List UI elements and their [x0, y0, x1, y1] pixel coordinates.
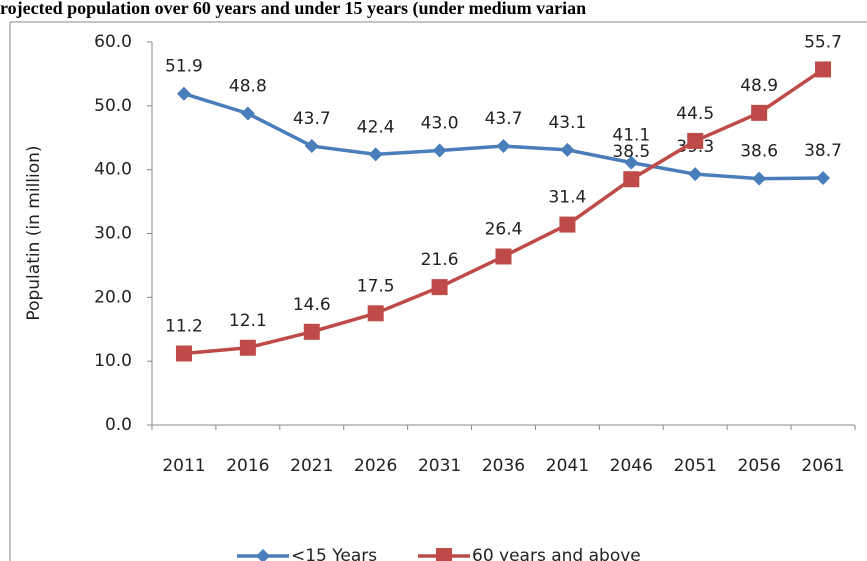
data-label: 38.5 — [612, 142, 650, 162]
chart-frame — [9, 21, 867, 561]
diamond-marker — [752, 171, 767, 186]
data-label: 43.7 — [485, 109, 523, 129]
data-label: 31.4 — [548, 188, 586, 208]
data-label: 12.1 — [229, 311, 267, 331]
x-tick-label: 2021 — [290, 456, 333, 476]
data-label: 55.7 — [804, 32, 842, 52]
data-label: 43.1 — [548, 113, 586, 133]
x-tick-label: 2026 — [354, 456, 397, 476]
y-axis-title: Populatin (in million) — [24, 145, 44, 320]
square-marker — [687, 132, 704, 149]
square-marker — [239, 339, 256, 356]
data-label: 17.5 — [357, 276, 395, 296]
x-tick-label: 2041 — [546, 456, 589, 476]
y-tick-label: 60.0 — [94, 32, 132, 52]
diamond-marker — [368, 147, 383, 162]
data-label: 11.2 — [165, 317, 203, 337]
diamond-marker — [624, 155, 639, 170]
legend-label: <15 Years — [291, 546, 377, 561]
square-marker — [751, 104, 768, 121]
x-tick-label: 2046 — [610, 456, 653, 476]
data-label: 41.1 — [612, 126, 650, 146]
diamond-marker — [816, 170, 831, 185]
data-label: 48.8 — [229, 76, 267, 96]
square-marker — [303, 323, 320, 340]
diamond-marker — [176, 86, 191, 101]
x-tick-label: 2011 — [162, 456, 205, 476]
y-tick-label: 30.0 — [94, 224, 132, 244]
y-tick-label: 20.0 — [94, 287, 132, 307]
diamond-marker — [560, 142, 575, 157]
y-tick-label: 10.0 — [94, 351, 132, 371]
series-line — [183, 92, 824, 181]
x-tick-label: 2056 — [738, 456, 781, 476]
data-label: 43.7 — [293, 109, 331, 129]
diamond-marker — [256, 549, 270, 561]
legend-label: 60 years and above — [472, 546, 641, 561]
data-label: 26.4 — [485, 219, 523, 239]
square-marker — [431, 279, 448, 296]
x-tick-label: 2051 — [674, 456, 717, 476]
square-marker — [559, 216, 576, 233]
x-tick-label: 2061 — [801, 456, 844, 476]
y-tick-label: 0.0 — [105, 415, 132, 435]
data-label: 42.4 — [357, 117, 395, 137]
x-tick-label: 2036 — [482, 456, 525, 476]
square-marker — [367, 305, 384, 322]
data-label: 38.7 — [804, 141, 842, 161]
square-marker — [623, 171, 640, 188]
data-label: 21.6 — [421, 250, 459, 270]
data-label: 51.9 — [165, 57, 203, 77]
data-label: 14.6 — [293, 295, 331, 315]
x-tick-label: 2016 — [226, 456, 269, 476]
chart-title: rojected population over 60 years and un… — [0, 0, 586, 19]
y-tick-label: 40.0 — [94, 160, 132, 180]
diamond-marker — [688, 167, 703, 182]
data-label: 48.9 — [740, 76, 778, 96]
diamond-marker — [240, 106, 255, 121]
x-tick-label: 2031 — [418, 456, 461, 476]
data-label: 43.0 — [421, 114, 459, 134]
diamond-marker — [496, 139, 511, 154]
square-marker — [495, 248, 512, 265]
data-label: 44.5 — [676, 104, 714, 124]
diamond-marker — [304, 139, 319, 154]
square-marker — [815, 61, 832, 78]
diamond-marker — [432, 143, 447, 158]
data-label: 38.6 — [740, 142, 778, 162]
square-marker — [175, 345, 192, 362]
y-tick-label: 50.0 — [94, 96, 132, 116]
square-marker — [436, 548, 452, 561]
